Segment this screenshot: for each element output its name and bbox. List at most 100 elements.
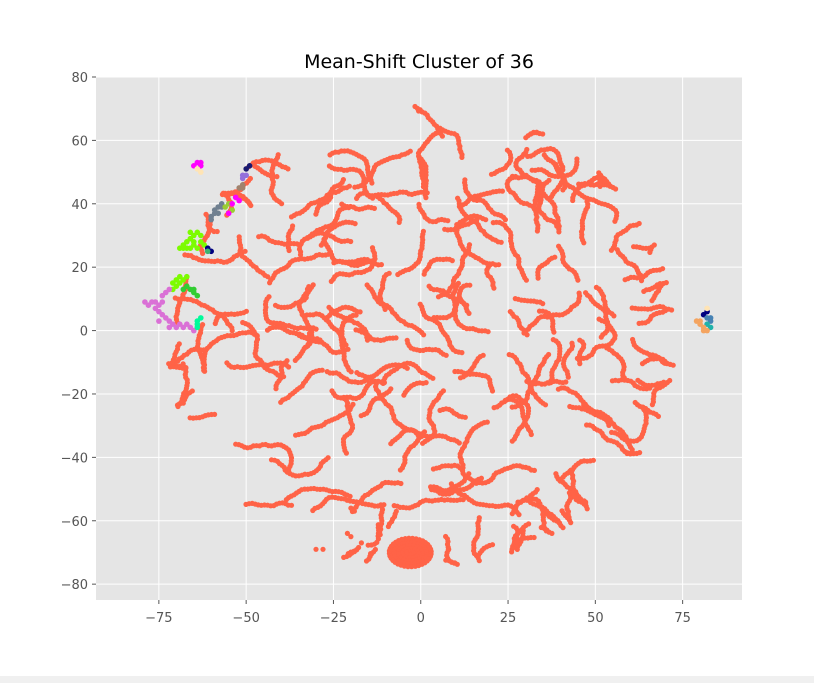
data-point xyxy=(552,254,558,260)
data-point xyxy=(371,205,377,211)
data-point xyxy=(290,223,296,229)
data-point xyxy=(358,540,364,546)
data-point xyxy=(540,301,546,307)
data-point xyxy=(187,245,194,251)
y-tick-label: −40 xyxy=(61,451,88,466)
data-point xyxy=(560,167,566,173)
data-point xyxy=(401,392,407,398)
data-point xyxy=(476,558,482,564)
data-point xyxy=(593,284,600,290)
data-point xyxy=(247,175,253,182)
data-point xyxy=(166,324,173,331)
data-point xyxy=(397,467,403,473)
data-point xyxy=(630,336,636,343)
data-point xyxy=(220,190,226,196)
data-point xyxy=(660,266,666,272)
data-point xyxy=(426,556,432,562)
data-point xyxy=(629,447,635,453)
data-point xyxy=(200,322,206,328)
data-point xyxy=(224,360,230,366)
data-point xyxy=(448,481,454,487)
y-tick-label: 20 xyxy=(71,261,88,276)
data-point xyxy=(166,286,173,293)
data-point xyxy=(509,549,515,555)
bottom-bar xyxy=(0,676,814,683)
data-point xyxy=(528,431,534,438)
data-point xyxy=(393,335,399,341)
data-point xyxy=(531,467,538,473)
data-point xyxy=(191,239,197,245)
data-point xyxy=(635,377,641,383)
data-point xyxy=(446,546,452,552)
data-point xyxy=(504,147,510,153)
data-point xyxy=(567,403,573,410)
data-point xyxy=(386,270,392,276)
data-point xyxy=(568,467,574,473)
x-tick-label: −50 xyxy=(232,611,259,626)
data-point xyxy=(357,309,363,315)
data-point xyxy=(560,525,566,531)
data-point xyxy=(242,248,248,254)
x-tick-label: 25 xyxy=(500,611,517,626)
data-point xyxy=(239,172,246,179)
data-point xyxy=(466,310,472,316)
data-point xyxy=(528,131,534,137)
data-point xyxy=(574,156,580,162)
data-point xyxy=(177,280,183,286)
data-point xyxy=(170,280,176,286)
data-point xyxy=(420,228,426,234)
data-point xyxy=(636,320,642,326)
data-point xyxy=(439,133,445,139)
data-point xyxy=(302,344,308,350)
data-point xyxy=(352,221,358,227)
data-point xyxy=(609,378,616,384)
data-point xyxy=(651,242,657,248)
data-point xyxy=(636,220,642,227)
data-point xyxy=(670,362,676,368)
data-point xyxy=(215,210,221,217)
data-point xyxy=(284,358,290,364)
data-point xyxy=(310,507,316,514)
data-point xyxy=(669,307,675,313)
data-point xyxy=(429,487,435,493)
y-tick-label: 40 xyxy=(71,198,88,213)
data-point xyxy=(176,341,182,347)
data-point xyxy=(225,210,232,217)
data-point xyxy=(697,318,703,324)
data-point xyxy=(560,187,566,193)
data-point xyxy=(172,295,178,301)
data-point xyxy=(159,299,166,305)
x-tick-label: −25 xyxy=(320,611,347,626)
data-point xyxy=(208,216,214,223)
data-point xyxy=(194,245,201,251)
data-point xyxy=(647,249,653,255)
data-point xyxy=(455,195,461,201)
data-point xyxy=(198,315,204,321)
data-point xyxy=(354,195,360,201)
data-point xyxy=(449,258,455,264)
data-point xyxy=(268,457,275,463)
data-point xyxy=(570,197,576,204)
data-point xyxy=(521,330,527,336)
data-point xyxy=(489,542,496,548)
data-point xyxy=(513,173,519,180)
data-point xyxy=(175,403,181,410)
data-point xyxy=(341,554,347,561)
data-point xyxy=(203,211,209,217)
data-point xyxy=(412,103,418,110)
data-point xyxy=(541,152,547,158)
data-point xyxy=(351,508,357,514)
data-point xyxy=(663,280,669,286)
y-tick-label: 60 xyxy=(71,134,88,149)
data-point xyxy=(430,375,436,381)
data-point xyxy=(350,401,356,407)
y-tick-label: −80 xyxy=(61,578,88,593)
y-tick-label: −60 xyxy=(61,515,88,530)
data-point xyxy=(352,184,358,190)
data-point xyxy=(556,229,562,235)
data-point xyxy=(243,501,249,507)
data-point xyxy=(417,301,423,307)
data-point xyxy=(550,337,556,343)
